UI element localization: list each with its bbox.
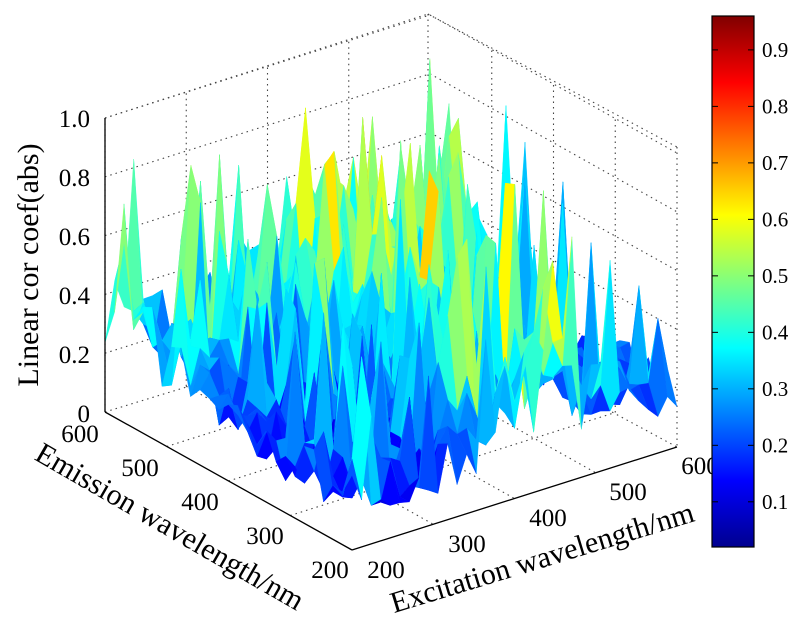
- surface-plot: [104, 58, 678, 506]
- z-ticks: 0 0.2 0.4 0.6 0.8 1.0: [59, 106, 91, 428]
- emission-tick: 600: [61, 421, 99, 448]
- z-axis-label: Linear cor coef(abs): [12, 143, 45, 386]
- z-tick: 0.4: [59, 283, 91, 310]
- emission-axis-line: [104, 411, 353, 551]
- colorbar-tick-label: 0.3: [762, 377, 788, 401]
- z-tick: 0.2: [59, 342, 90, 369]
- excitation-tick: 300: [448, 531, 486, 558]
- z-tick: 0.8: [59, 165, 90, 192]
- colorbar-tick-label: 0.8: [762, 94, 788, 118]
- emission-ticks: 600 500 400 300 200: [61, 421, 349, 584]
- z-tick: 1.0: [59, 106, 90, 133]
- emission-tick: 300: [246, 523, 284, 550]
- excitation-tick: 200: [367, 557, 405, 584]
- axes: [104, 118, 678, 551]
- surface-patch: [342, 458, 362, 501]
- colorbar-tick-label: 0.5: [762, 264, 788, 288]
- colorbar-tick-label: 0.4: [762, 320, 789, 344]
- z-tick: 0.6: [59, 224, 90, 251]
- colorbar-tick-label: 0.2: [762, 433, 788, 457]
- colorbar-gradient: [711, 15, 755, 548]
- colorbar: 0.1 0.2 0.3 0.4 0.5 0.6 0.7 0.8 0.9: [711, 15, 789, 548]
- excitation-tick: 500: [609, 479, 647, 506]
- colorbar-tick-label: 0.1: [762, 490, 788, 514]
- emission-tick: 200: [311, 557, 349, 584]
- excitation-axis-line: [351, 446, 678, 551]
- z-tick: 0: [78, 401, 91, 428]
- emission-tick: 400: [181, 489, 219, 516]
- colorbar-tick-label: 0.6: [762, 207, 788, 231]
- colorbar-tick-label: 0.7: [762, 151, 788, 175]
- surface-patch: [629, 285, 649, 386]
- excitation-tick: 400: [529, 505, 567, 532]
- emission-tick: 500: [121, 455, 159, 482]
- colorbar-tick-label: 0.9: [762, 38, 788, 62]
